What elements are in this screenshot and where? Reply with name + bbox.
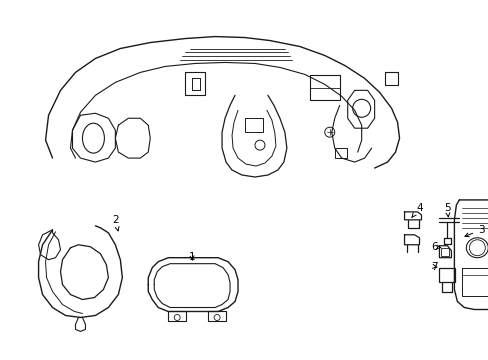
Bar (334, 148, 346, 158)
Bar (441, 248, 448, 256)
Text: 1: 1 (188, 252, 195, 262)
Text: 10: 10 (0, 359, 1, 360)
Text: 5: 5 (443, 203, 450, 217)
Text: 12: 12 (0, 359, 1, 360)
Text: 6: 6 (430, 242, 440, 252)
Text: 4: 4 (411, 203, 422, 218)
Text: 9: 9 (0, 359, 1, 360)
Bar (208, 311, 225, 321)
Text: 7: 7 (430, 262, 437, 272)
Text: 2: 2 (112, 215, 119, 231)
Text: 8: 8 (0, 359, 1, 360)
Text: 3: 3 (464, 225, 484, 237)
Text: 13: 13 (0, 359, 1, 360)
Bar (439, 268, 454, 282)
Text: 11: 11 (0, 359, 1, 360)
Bar (244, 118, 263, 132)
Bar (462, 268, 488, 296)
Bar (168, 311, 186, 321)
